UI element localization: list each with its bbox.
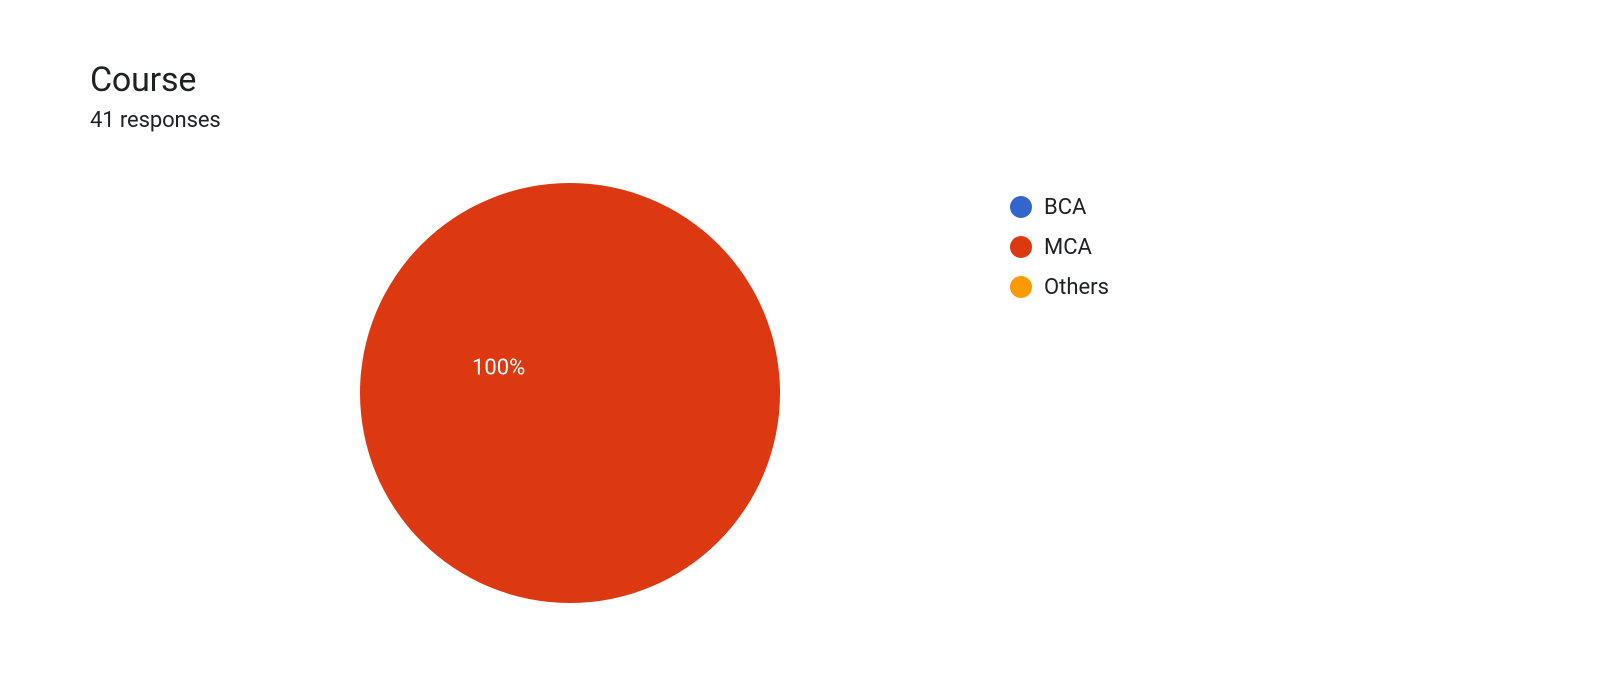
legend-item: Others (1010, 273, 1109, 301)
legend-label: Others (1044, 275, 1109, 300)
pie-chart: 100% (360, 183, 780, 603)
pie-slice-label: 100% (472, 355, 525, 380)
legend-swatch-icon (1010, 196, 1032, 218)
chart-title: Course (90, 60, 1510, 100)
legend-label: BCA (1044, 195, 1086, 220)
legend-item: BCA (1010, 193, 1109, 221)
chart-container: Course 41 responses 100% BCA MCA Others (0, 0, 1600, 673)
legend-label: MCA (1044, 235, 1092, 260)
chart-area: 100% BCA MCA Others (90, 183, 1510, 633)
legend: BCA MCA Others (1010, 193, 1109, 313)
legend-swatch-icon (1010, 236, 1032, 258)
legend-swatch-icon (1010, 276, 1032, 298)
legend-item: MCA (1010, 233, 1109, 261)
chart-header: Course 41 responses (90, 60, 1510, 133)
pie-slice-full: 100% (360, 183, 780, 603)
responses-count: 41 responses (90, 108, 1510, 133)
